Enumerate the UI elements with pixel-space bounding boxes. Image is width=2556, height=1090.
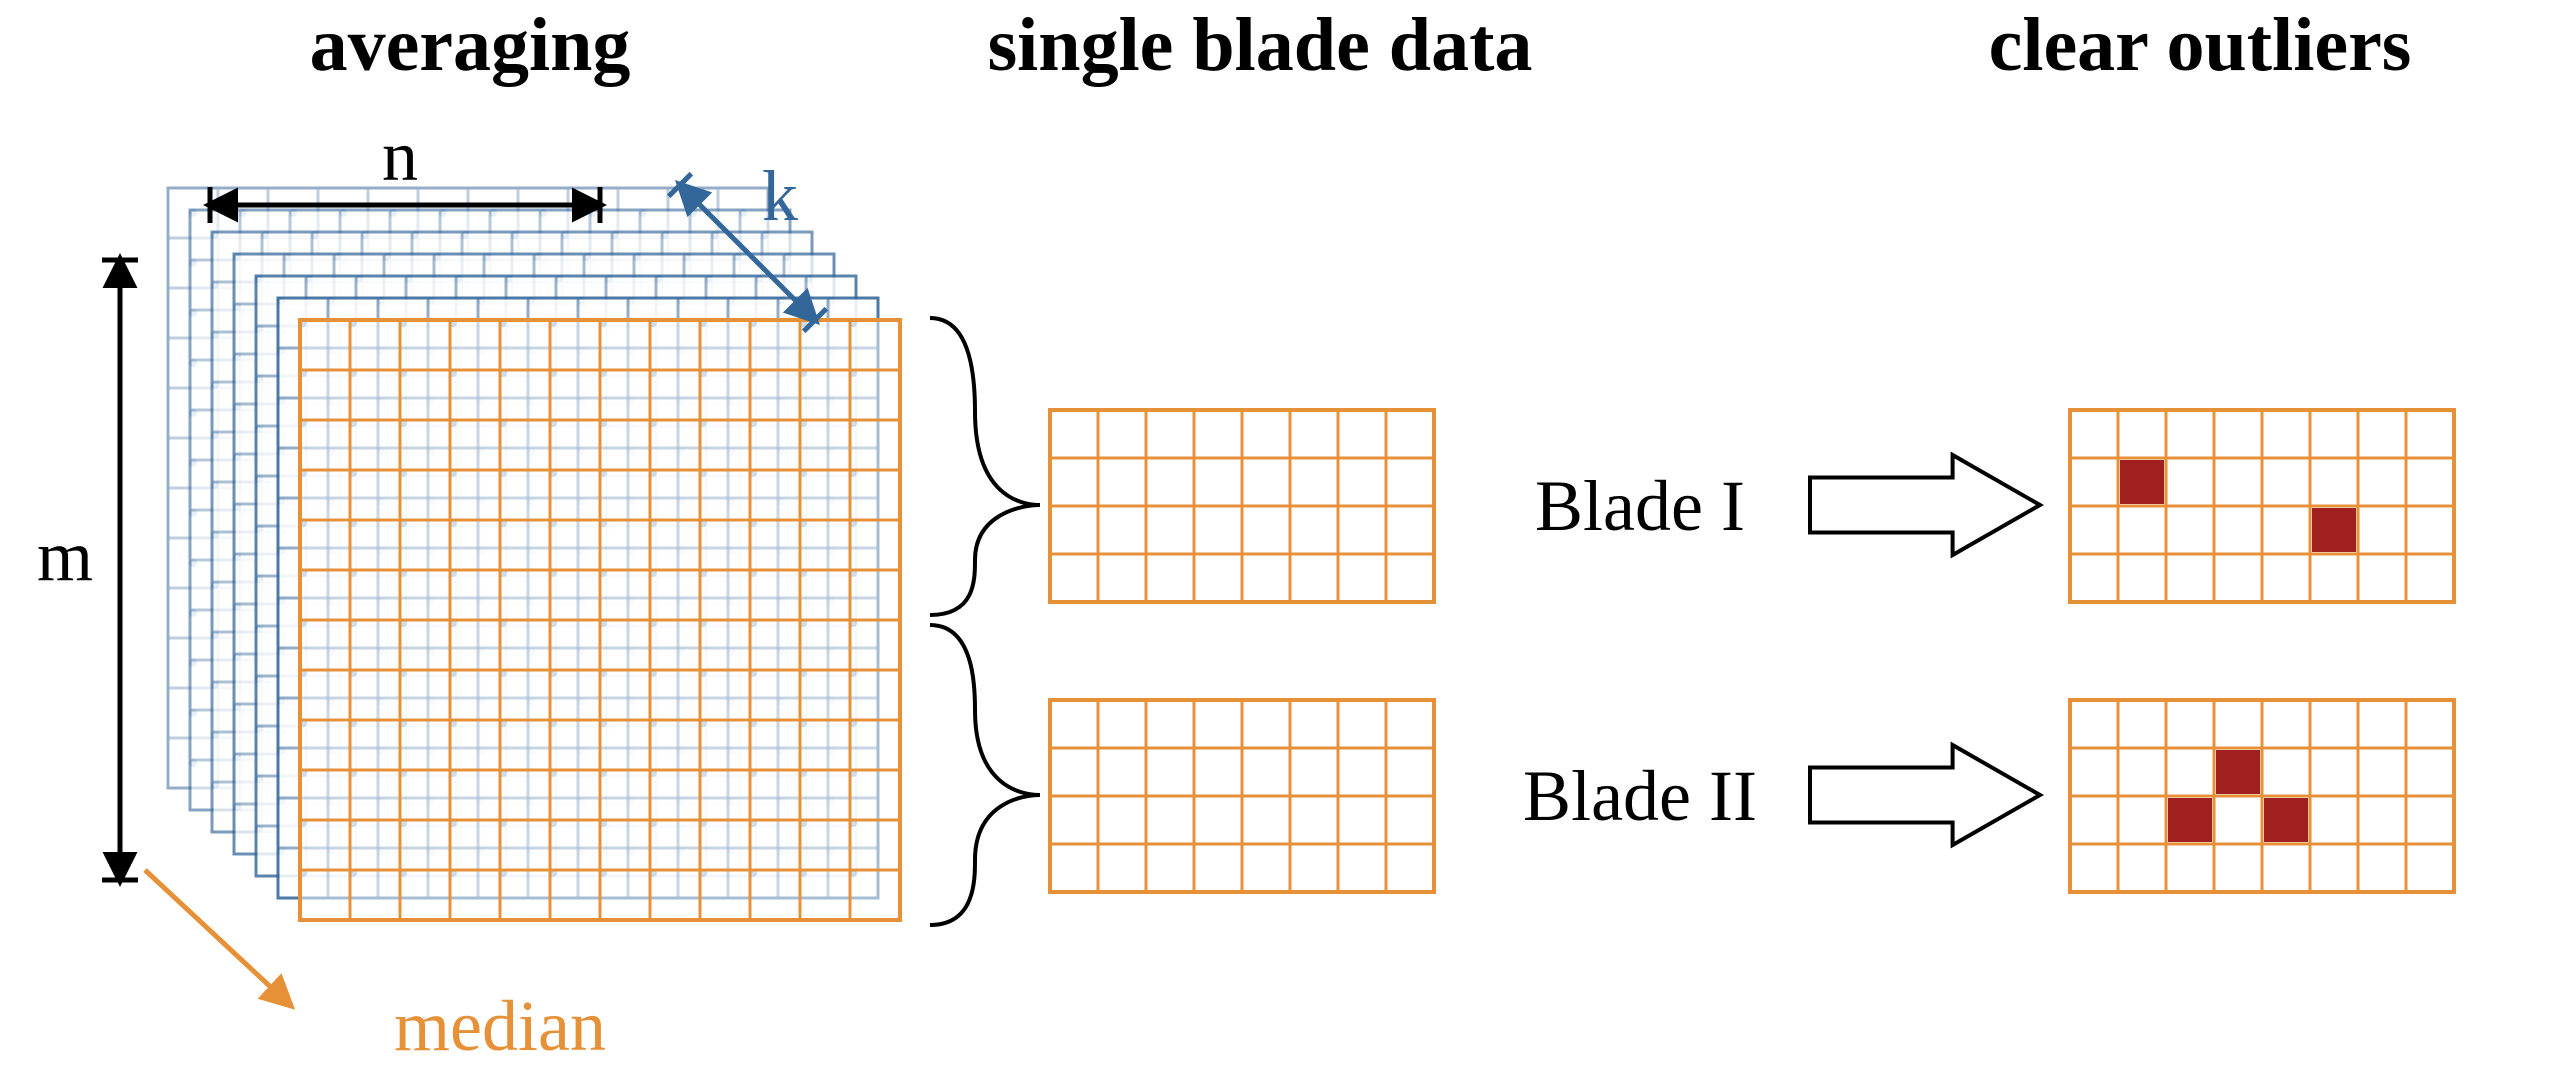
header-single-blade: single blade data: [988, 3, 1533, 87]
outlier-cell: [2168, 798, 2212, 842]
median-label: median: [394, 986, 606, 1066]
header-clear-outliers: clear outliers: [1989, 3, 2412, 87]
median-arrow: [145, 870, 290, 1005]
single-blade-grid-2: [1050, 700, 1434, 892]
outlier-grid-2: [2070, 700, 2454, 892]
outlier-cell: [2312, 508, 2356, 552]
k-label: k: [762, 156, 798, 236]
outlier-grid-1: [2070, 410, 2454, 602]
blade-2-label: Blade II: [1523, 756, 1757, 836]
outlier-cell: [2120, 460, 2164, 504]
brace-top: [930, 318, 1040, 615]
outlier-cell: [2264, 798, 2308, 842]
brace-bottom: [930, 625, 1040, 925]
outlier-cell: [2216, 750, 2260, 794]
block-arrow-1: [1810, 455, 2040, 555]
n-label: n: [382, 116, 418, 196]
single-blade-grid-1: [1050, 410, 1434, 602]
header-averaging: averaging: [310, 3, 631, 87]
blade-1-label: Blade I: [1535, 466, 1745, 546]
m-label: m: [37, 516, 93, 596]
orange-front-layer: [300, 320, 900, 920]
block-arrow-2: [1810, 745, 2040, 845]
